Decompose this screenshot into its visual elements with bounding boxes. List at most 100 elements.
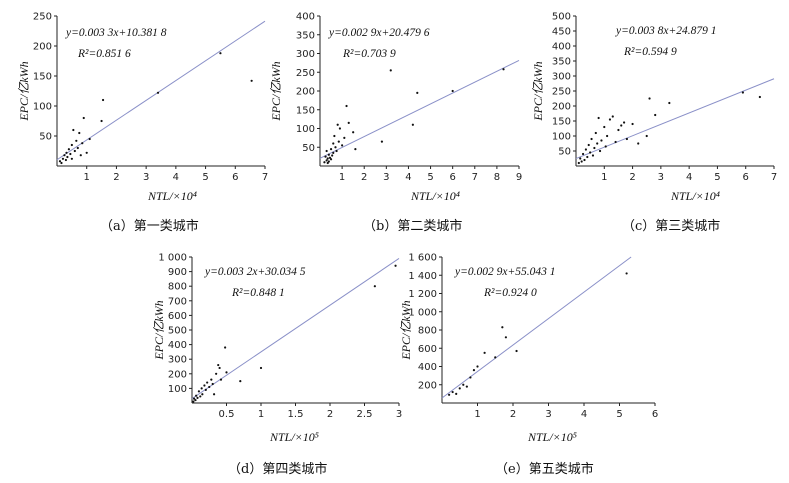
x-tick-label: 1 (339, 172, 345, 183)
data-point (73, 149, 76, 153)
data-point (637, 142, 640, 145)
data-point (327, 153, 330, 156)
y-tick-label: 200 (168, 369, 187, 380)
chart-svg-c: 1 2 3 4 5 6 7 50 100 150 200 250 300 350 400 450 500 y=0.… (531, 12, 777, 204)
regression-equation: y=0.003 8x+24.879 1 (615, 25, 716, 37)
x-tick-label: 4 (173, 172, 179, 183)
chart-svg-a: 1 2 3 4 5 6 7 50 100 150 200 250 y=0.003 3x+10.381 8… (17, 12, 268, 204)
data-point (219, 52, 222, 55)
data-point (217, 363, 220, 367)
data-point (448, 393, 451, 396)
data-point (337, 140, 340, 143)
data-point (218, 366, 221, 370)
x-tick-label: 2 (113, 172, 119, 183)
chart-svg-b: 1 2 3 4 5 6 7 8 9 50 100 150 200 250 300 350 400 y=0.002 … (269, 12, 522, 204)
data-point (451, 390, 454, 394)
data-point (224, 346, 227, 349)
data-point (338, 127, 341, 130)
data-point (504, 336, 507, 339)
caption-b: （b）第二类城市 (363, 219, 463, 234)
data-point (597, 116, 600, 120)
x-tick-label: 1 (601, 172, 607, 183)
data-point (329, 148, 333, 151)
data-point (194, 398, 197, 402)
data-point (648, 97, 651, 100)
data-point (61, 157, 65, 160)
y-tick-label: 600 (168, 311, 187, 322)
data-point (325, 159, 328, 162)
data-point (328, 156, 332, 159)
y-tick-label: 400 (418, 362, 437, 373)
data-point (64, 158, 68, 162)
caption-c: （c）第三类城市 (622, 219, 721, 234)
x-tick-label: 2 (327, 409, 333, 420)
data-point (455, 392, 458, 395)
r-squared-label: R²=0.848 1 (231, 287, 285, 299)
y-tick-label: 400 (168, 340, 187, 351)
y-tick-label: 700 (168, 296, 187, 307)
x-tick-label: 2 (629, 172, 635, 183)
data-point (580, 160, 583, 163)
x-tick-label: 7 (771, 172, 777, 183)
data-point (332, 142, 335, 145)
data-point (625, 272, 628, 275)
data-point (60, 161, 63, 165)
y-tick-label: 900 (168, 267, 187, 278)
data-point (341, 144, 344, 147)
data-point (600, 139, 603, 142)
y-tick-label: 800 (168, 282, 187, 293)
data-point (239, 380, 242, 383)
data-point (416, 91, 419, 94)
y-tick-label: 1 200 (408, 289, 437, 300)
scatter-panel-e: 1 2 3 4 5 6 200 400 600 800 1 000 1 200 1 400 1 600 y=… (395, 245, 675, 483)
x-tick-label: 7 (472, 172, 478, 183)
r-squared-label: R²=0.703 9 (342, 48, 396, 60)
data-point (67, 148, 70, 151)
data-point (79, 154, 82, 157)
data-point (101, 98, 105, 102)
x-tick-label: 3 (545, 409, 551, 420)
data-point (156, 91, 160, 94)
x-tick-label: 4 (686, 172, 692, 183)
y-tick-label: 200 (296, 87, 315, 98)
data-point (394, 264, 397, 267)
data-point (593, 146, 596, 150)
x-tick-label: 5 (202, 172, 208, 183)
data-point (78, 131, 81, 135)
data-point (100, 119, 103, 123)
y-tick-label: 500 (168, 326, 187, 337)
r-squared-label: R²=0.924 0 (483, 287, 537, 299)
r-squared-label: R²=0.594 9 (623, 46, 677, 58)
data-point (200, 387, 203, 390)
y-axis-label: EPC/亿kWh (17, 61, 31, 121)
y-tick-label: 300 (552, 72, 571, 83)
x-tick-label: 1.5 (288, 409, 304, 420)
data-point (203, 384, 206, 387)
data-point (617, 128, 620, 132)
data-point (515, 349, 518, 353)
data-point (192, 400, 195, 403)
x-tick-label: 8 (494, 172, 500, 183)
caption-d: （d）第四类城市 (228, 462, 328, 477)
data-point (373, 285, 376, 288)
x-tick-label: 6 (232, 172, 238, 183)
data-point (76, 146, 79, 150)
data-point (483, 351, 486, 354)
data-point (590, 137, 593, 141)
y-tick-label: 250 (552, 87, 571, 98)
regression-line (441, 256, 632, 399)
y-tick-label: 600 (418, 344, 437, 355)
data-point (343, 136, 346, 139)
y-tick-label: 1 000 (408, 307, 437, 318)
data-point (199, 395, 202, 398)
y-axis-label: EPC/亿kWh (399, 300, 413, 360)
data-point (494, 356, 497, 359)
regression-equation: y=0.003 3x+10.381 8 (65, 27, 167, 39)
x-axis-label: NTL/×10⁴ (410, 189, 460, 203)
data-point (465, 385, 468, 388)
y-tick-label: 400 (296, 12, 315, 23)
x-axis-label: NTL/×10⁴ (147, 189, 197, 203)
data-point (211, 382, 214, 386)
x-tick-label: 6 (652, 409, 658, 420)
y-tick-label: 1 600 (408, 253, 437, 264)
